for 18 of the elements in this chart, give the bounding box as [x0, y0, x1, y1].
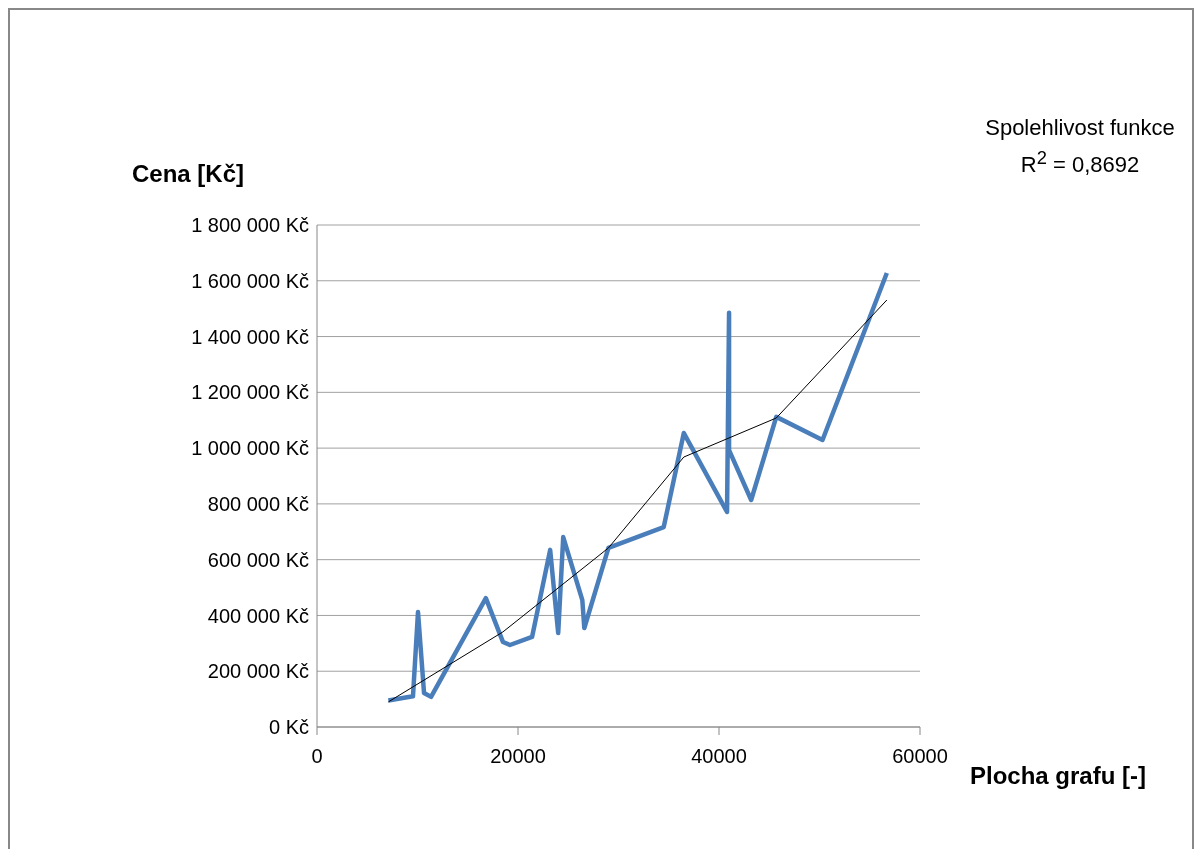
y-tick-label: 400 000 Kč: [207, 604, 309, 627]
text: R$^{2}$ = 0,8692: [1019, 146, 1141, 180]
y-tick-label: 1 800 000 Kč: [191, 214, 309, 237]
y-tick-label: 1 400 000 Kč: [191, 325, 309, 348]
y-tick-label: 1 000 000 Kč: [191, 437, 309, 460]
y-tick-label: 1 200 000 Kč: [191, 381, 309, 404]
y-tick-label: 600 000 Kč: [207, 548, 309, 571]
y-tick-label: 0 Kč: [268, 716, 309, 739]
y-tick-label: 1 600 000 Kč: [191, 269, 309, 292]
y-tick-label: 800 000 Kč: [207, 492, 309, 515]
x-tick-label: 0: [311, 745, 323, 768]
x-tick-label: 20000: [490, 745, 546, 768]
x-tick-label: 60000: [892, 745, 948, 768]
x-tick-label: 40000: [691, 745, 747, 768]
y-tick-label: 200 000 Kč: [207, 660, 309, 683]
x-axis-title: Plocha grafu [-]: [970, 762, 1147, 790]
y-axis-title: Cena [Kč]: [132, 160, 245, 188]
text: Spolehlivost funkce: [984, 114, 1176, 142]
